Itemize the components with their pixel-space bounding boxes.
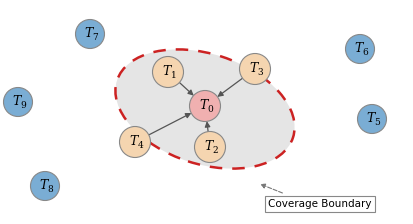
FancyArrowPatch shape xyxy=(261,184,282,193)
Text: T: T xyxy=(366,112,374,125)
Text: 1: 1 xyxy=(170,71,176,80)
Text: T: T xyxy=(40,179,48,192)
Text: 9: 9 xyxy=(21,101,26,110)
Circle shape xyxy=(194,131,225,162)
FancyArrowPatch shape xyxy=(205,123,209,132)
Text: T: T xyxy=(204,140,213,153)
Circle shape xyxy=(357,105,386,134)
Circle shape xyxy=(239,54,270,84)
Text: 2: 2 xyxy=(212,146,218,155)
Circle shape xyxy=(345,34,374,63)
FancyArrowPatch shape xyxy=(148,114,190,135)
Text: T: T xyxy=(162,65,171,78)
Text: 3: 3 xyxy=(257,68,263,77)
Text: 4: 4 xyxy=(137,141,143,150)
Circle shape xyxy=(31,172,59,200)
FancyArrowPatch shape xyxy=(218,78,242,96)
Circle shape xyxy=(75,19,104,49)
Ellipse shape xyxy=(115,49,294,169)
Text: T: T xyxy=(130,134,138,147)
Circle shape xyxy=(152,56,183,88)
Circle shape xyxy=(189,90,220,121)
FancyArrowPatch shape xyxy=(179,82,192,95)
Text: T: T xyxy=(354,41,362,54)
Text: Coverage Boundary: Coverage Boundary xyxy=(268,199,371,209)
Text: T: T xyxy=(249,62,258,75)
Text: 6: 6 xyxy=(362,48,368,57)
Circle shape xyxy=(3,88,33,116)
Text: 7: 7 xyxy=(93,33,98,42)
Text: T: T xyxy=(199,99,208,112)
Text: 5: 5 xyxy=(374,118,380,127)
Text: 8: 8 xyxy=(47,185,53,194)
Circle shape xyxy=(119,127,150,157)
Text: T: T xyxy=(85,26,93,39)
Text: 0: 0 xyxy=(207,105,213,114)
Text: T: T xyxy=(13,95,21,108)
